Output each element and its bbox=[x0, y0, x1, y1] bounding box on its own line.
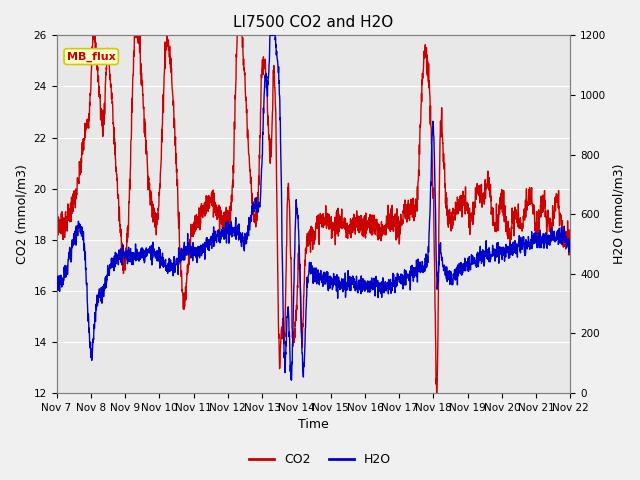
Y-axis label: CO2 (mmol/m3): CO2 (mmol/m3) bbox=[15, 164, 28, 264]
Title: LI7500 CO2 and H2O: LI7500 CO2 and H2O bbox=[234, 15, 394, 30]
Legend: CO2, H2O: CO2, H2O bbox=[244, 448, 396, 471]
X-axis label: Time: Time bbox=[298, 419, 329, 432]
Text: MB_flux: MB_flux bbox=[67, 51, 116, 62]
Y-axis label: H2O (mmol/m3): H2O (mmol/m3) bbox=[612, 164, 625, 264]
